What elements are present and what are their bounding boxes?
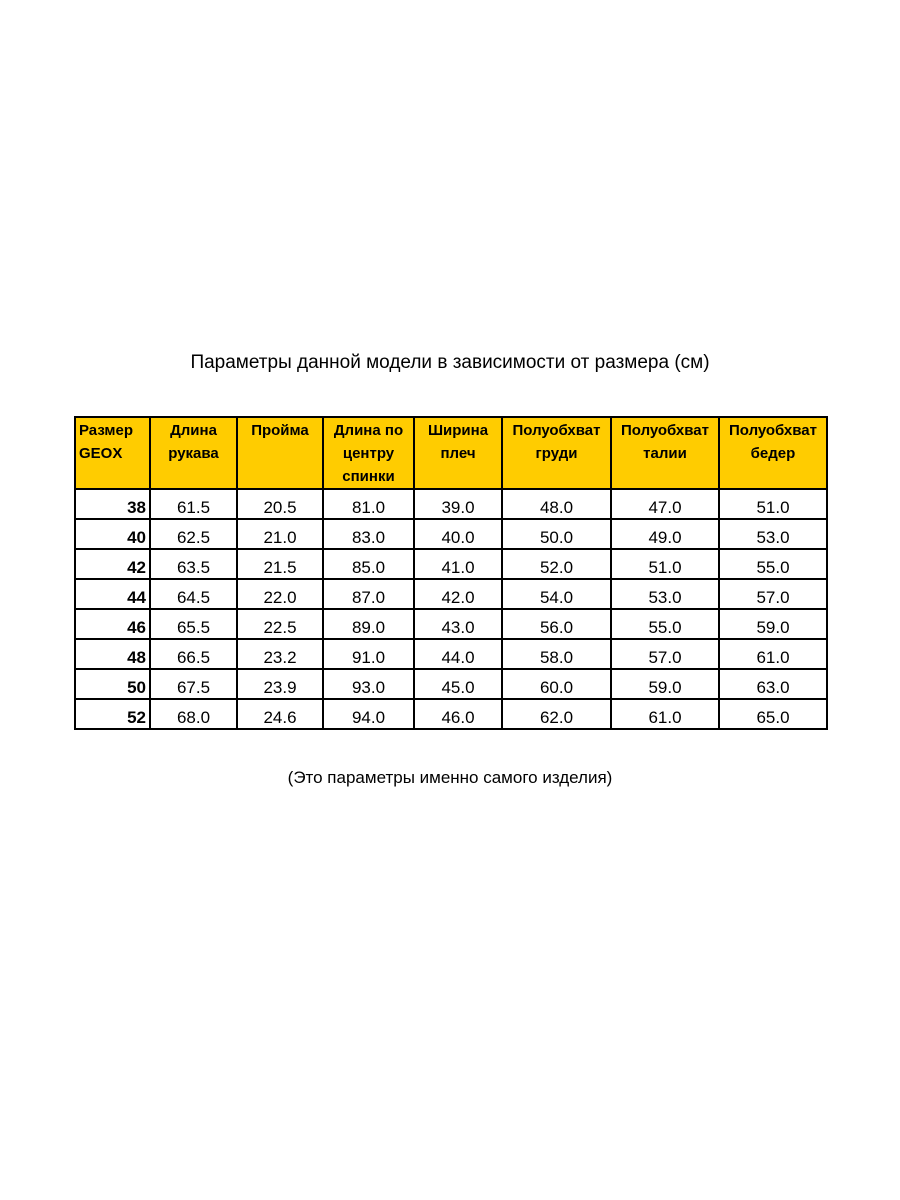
header-row: Размер GEOX Длина рукава Пройма Длина по це… [74,416,828,490]
size-cell: 38 [74,488,151,520]
column-header: Размер GEOX [74,416,151,490]
value-cell: 46.0 [413,698,503,730]
value-cell: 87.0 [322,578,415,610]
table-row: 38 61.5 20.5 81.0 39.0 48.0 47.0 51.0 [74,488,828,520]
value-cell: 44.0 [413,638,503,670]
value-cell: 65.5 [149,608,238,640]
value-cell: 89.0 [322,608,415,640]
value-cell: 66.5 [149,638,238,670]
value-cell: 91.0 [322,638,415,670]
column-header: Пройма [236,416,324,490]
value-cell: 63.5 [149,548,238,580]
table-row: 40 62.5 21.0 83.0 40.0 50.0 49.0 53.0 [74,518,828,550]
value-cell: 62.0 [501,698,612,730]
value-cell: 94.0 [322,698,415,730]
value-cell: 23.2 [236,638,324,670]
value-cell: 64.5 [149,578,238,610]
value-cell: 53.0 [610,578,720,610]
value-cell: 54.0 [501,578,612,610]
size-cell: 46 [74,608,151,640]
value-cell: 58.0 [501,638,612,670]
value-cell: 60.0 [501,668,612,700]
size-cell: 52 [74,698,151,730]
value-cell: 93.0 [322,668,415,700]
value-cell: 62.5 [149,518,238,550]
column-header: Полуобхват груди [501,416,612,490]
value-cell: 55.0 [610,608,720,640]
value-cell: 41.0 [413,548,503,580]
value-cell: 21.5 [236,548,324,580]
size-cell: 48 [74,638,151,670]
value-cell: 63.0 [718,668,828,700]
value-cell: 67.5 [149,668,238,700]
size-cell: 42 [74,548,151,580]
table-row: 52 68.0 24.6 94.0 46.0 62.0 61.0 65.0 [74,698,828,730]
value-cell: 61.0 [718,638,828,670]
size-table: Размер GEOX Длина рукава Пройма Длина по це… [74,416,828,730]
value-cell: 22.5 [236,608,324,640]
value-cell: 52.0 [501,548,612,580]
value-cell: 68.0 [149,698,238,730]
size-cell: 44 [74,578,151,610]
value-cell: 47.0 [610,488,720,520]
value-cell: 23.9 [236,668,324,700]
value-cell: 57.0 [718,578,828,610]
table-row: 46 65.5 22.5 89.0 43.0 56.0 55.0 59.0 [74,608,828,640]
table-row: 44 64.5 22.0 87.0 42.0 54.0 53.0 57.0 [74,578,828,610]
value-cell: 24.6 [236,698,324,730]
value-cell: 65.0 [718,698,828,730]
value-cell: 61.0 [610,698,720,730]
size-cell: 40 [74,518,151,550]
value-cell: 49.0 [610,518,720,550]
value-cell: 59.0 [610,668,720,700]
value-cell: 57.0 [610,638,720,670]
value-cell: 51.0 [718,488,828,520]
value-cell: 61.5 [149,488,238,520]
column-header: Полуобхват бедер [718,416,828,490]
value-cell: 56.0 [501,608,612,640]
value-cell: 21.0 [236,518,324,550]
page-title: Параметры данной модели в зависимости от… [190,352,710,373]
column-header: Длина рукава [149,416,238,490]
value-cell: 22.0 [236,578,324,610]
column-header: Длина по центру спинки [322,416,415,490]
value-cell: 39.0 [413,488,503,520]
value-cell: 85.0 [322,548,415,580]
value-cell: 45.0 [413,668,503,700]
value-cell: 51.0 [610,548,720,580]
table-row: 50 67.5 23.9 93.0 45.0 60.0 59.0 63.0 [74,668,828,700]
value-cell: 43.0 [413,608,503,640]
column-header: Ширина плеч [413,416,503,490]
value-cell: 20.5 [236,488,324,520]
value-cell: 50.0 [501,518,612,550]
value-cell: 53.0 [718,518,828,550]
value-cell: 42.0 [413,578,503,610]
value-cell: 59.0 [718,608,828,640]
column-header: Полуобхват талии [610,416,720,490]
size-cell: 50 [74,668,151,700]
value-cell: 83.0 [322,518,415,550]
value-cell: 40.0 [413,518,503,550]
value-cell: 81.0 [322,488,415,520]
table-body: 38 61.5 20.5 81.0 39.0 48.0 47.0 51.0 40 62.5 21.0… [74,488,828,730]
table-row: 42 63.5 21.5 85.0 41.0 52.0 51.0 55.0 [74,548,828,580]
value-cell: 55.0 [718,548,828,580]
footnote: (Это параметры именно самого изделия) [287,768,613,787]
table-row: 48 66.5 23.2 91.0 44.0 58.0 57.0 61.0 [74,638,828,670]
value-cell: 48.0 [501,488,612,520]
